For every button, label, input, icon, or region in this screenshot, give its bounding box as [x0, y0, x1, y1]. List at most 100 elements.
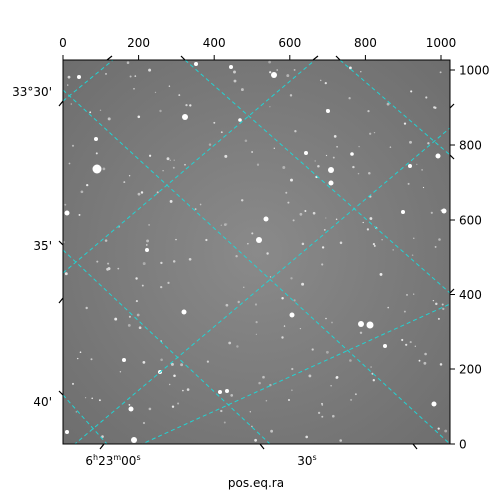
bright-star — [194, 62, 198, 66]
star — [403, 122, 407, 125]
bright-star — [122, 358, 126, 362]
star — [249, 411, 251, 413]
star — [269, 71, 272, 74]
star — [175, 238, 177, 241]
star — [360, 70, 362, 73]
star — [128, 404, 131, 406]
star — [220, 224, 222, 226]
star — [359, 331, 363, 335]
star — [336, 145, 338, 148]
star-field — [63, 60, 448, 443]
star — [205, 238, 208, 242]
star — [67, 75, 71, 79]
star — [317, 411, 321, 415]
star — [68, 162, 71, 165]
star — [146, 239, 150, 243]
bright-star — [145, 248, 149, 252]
bright-star — [263, 216, 269, 222]
star — [401, 338, 404, 342]
star — [339, 439, 343, 442]
star — [64, 272, 68, 276]
star — [290, 277, 293, 280]
star — [366, 228, 370, 231]
star — [106, 267, 110, 271]
star — [240, 199, 244, 202]
star — [416, 163, 418, 166]
star — [287, 201, 290, 204]
star — [148, 154, 152, 157]
star — [244, 139, 248, 143]
bright-star — [229, 65, 233, 69]
star — [233, 79, 237, 83]
star — [285, 191, 288, 194]
dec-tick-label: 35' — [33, 239, 52, 253]
star — [123, 181, 126, 184]
star — [368, 172, 371, 175]
star — [213, 121, 216, 124]
star — [247, 243, 249, 245]
star — [186, 388, 190, 391]
star — [140, 191, 144, 194]
star — [335, 375, 339, 379]
bright-star — [383, 344, 387, 348]
star — [308, 374, 312, 378]
star — [173, 159, 175, 161]
star — [283, 325, 286, 327]
star — [134, 75, 137, 77]
star — [304, 210, 307, 212]
star — [379, 272, 383, 276]
star — [237, 300, 240, 304]
star — [233, 70, 236, 74]
star — [75, 411, 77, 413]
ra-tick-label: 6h23m00s — [85, 453, 140, 468]
right-tick-label: 400 — [459, 288, 482, 302]
bright-star — [181, 309, 187, 315]
star — [104, 239, 108, 242]
star — [392, 249, 395, 251]
star — [423, 361, 427, 365]
x-axis-label: pos.eq.ra — [228, 476, 284, 490]
star — [435, 302, 438, 306]
star — [409, 140, 412, 144]
star — [159, 109, 162, 113]
star — [76, 357, 79, 360]
star — [321, 415, 324, 418]
star — [410, 90, 413, 93]
bright-star — [441, 208, 447, 214]
star — [226, 223, 228, 225]
star — [148, 68, 152, 72]
star — [70, 103, 73, 105]
star — [432, 299, 435, 302]
star — [78, 213, 81, 216]
star — [421, 169, 423, 171]
star — [169, 199, 173, 203]
star — [160, 285, 163, 289]
star — [330, 385, 332, 387]
star — [199, 203, 202, 206]
star — [71, 144, 75, 147]
star — [145, 244, 148, 246]
star — [206, 360, 209, 363]
star — [270, 429, 273, 433]
star — [240, 88, 244, 92]
star — [95, 152, 98, 155]
star — [269, 106, 271, 108]
star — [85, 306, 88, 310]
bright-star — [182, 114, 188, 120]
right-tick-label: 800 — [459, 139, 482, 153]
bright-star — [65, 430, 69, 434]
star — [142, 361, 146, 364]
star — [289, 94, 293, 97]
dec-tick-label: 33°30' — [12, 85, 52, 99]
star — [156, 191, 159, 194]
bright-star — [225, 389, 229, 393]
star — [438, 238, 441, 241]
star — [370, 366, 372, 368]
star — [325, 154, 328, 157]
star — [325, 217, 327, 219]
grid-line-ra — [63, 60, 316, 274]
star — [425, 96, 428, 99]
star — [182, 389, 184, 392]
star — [223, 223, 227, 226]
star — [299, 327, 302, 330]
